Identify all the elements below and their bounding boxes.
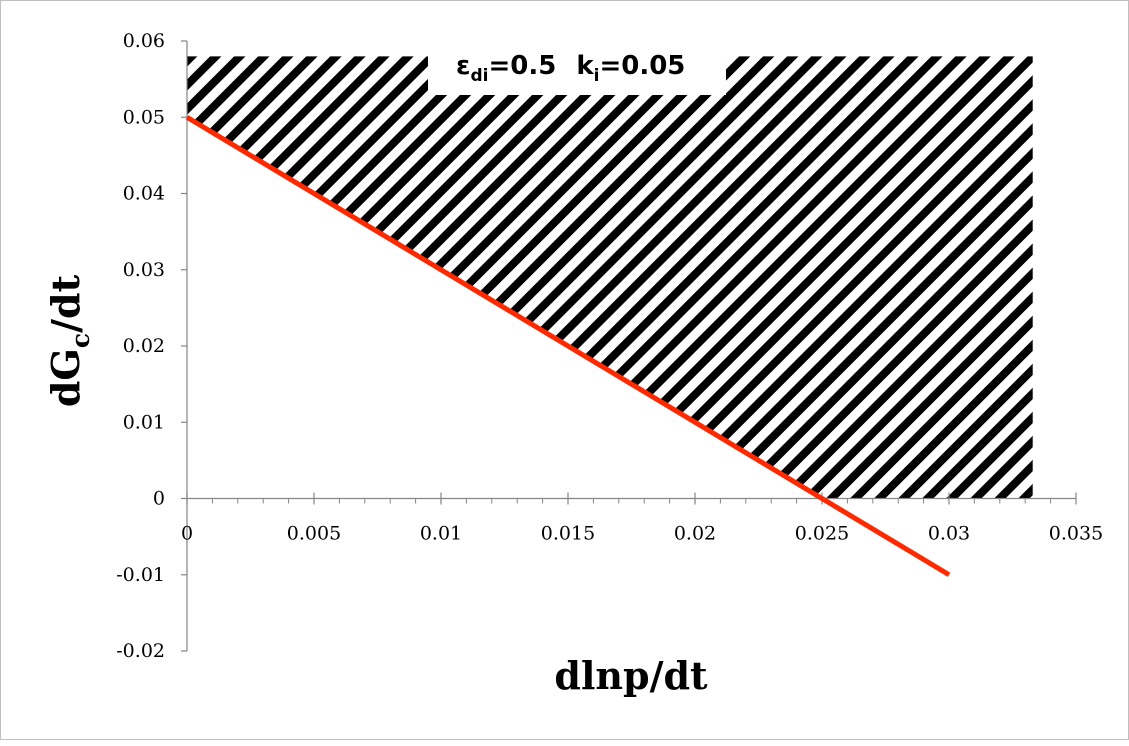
series-layer: [185, 115, 951, 577]
y-tick-label: 0.03: [123, 259, 165, 281]
y-axis-title: dGc/dt: [43, 274, 95, 407]
y-tick-label: -0.01: [116, 564, 165, 586]
k-symbol: k: [576, 51, 594, 81]
x-minor-ticks: [186, 498, 1077, 504]
x-tick-label: 0.015: [541, 523, 595, 545]
y-tick-label: 0.02: [123, 335, 165, 357]
y-axis-title-subscript: c: [66, 333, 95, 348]
y-tick-label: 0.06: [123, 30, 165, 52]
y-axis-title-main: dG: [43, 348, 88, 407]
y-axis-title-tail: /dt: [43, 274, 88, 332]
annotation-box: εdi=0.5 ki=0.05: [428, 39, 726, 95]
x-tick-label: 0.005: [287, 523, 341, 545]
shaded-region: [187, 56, 1033, 499]
k-subscript: i: [594, 66, 600, 86]
annotation-text: εdi=0.5 ki=0.05: [456, 51, 685, 86]
k-value: =0.05: [599, 51, 685, 81]
x-tick-label: 0.02: [674, 523, 716, 545]
y-tick-label: 0.05: [123, 106, 165, 128]
axes: 0 0.005 0.01 0.015 0.02 0.025 0.03 0.035 -0.02-…: [116, 30, 1103, 662]
epsilon-subscript: di: [470, 66, 488, 86]
series-line: [185, 115, 951, 577]
annotation-background: [428, 39, 726, 95]
x-tick-labels: 0 0.005 0.01 0.015 0.02 0.025 0.03 0.035: [181, 523, 1103, 545]
y-tick-label: 0: [153, 488, 165, 510]
y-tick-labels: -0.02 -0.01 0 0.01 0.02 0.03 0.04 0.05 0.06: [116, 30, 165, 662]
y-tick-label: -0.02: [116, 640, 165, 662]
y-tick-label: 0.04: [123, 183, 165, 205]
x-tick-label: 0.03: [928, 523, 970, 545]
epsilon-value: =0.5: [488, 51, 556, 81]
x-tick-label: 0.01: [420, 523, 462, 545]
x-axis-title: dlnp/dt: [554, 653, 708, 698]
hatched-area: [187, 56, 1033, 499]
y-major-ticks: [181, 40, 187, 652]
x-major-ticks: [186, 492, 1077, 505]
x-tick-label: 0.025: [795, 523, 849, 545]
x-tick-label: 0.035: [1049, 523, 1103, 545]
x-tick-label: 0: [181, 523, 193, 545]
epsilon-symbol: ε: [456, 51, 470, 81]
y-tick-label: 0.01: [123, 411, 165, 433]
